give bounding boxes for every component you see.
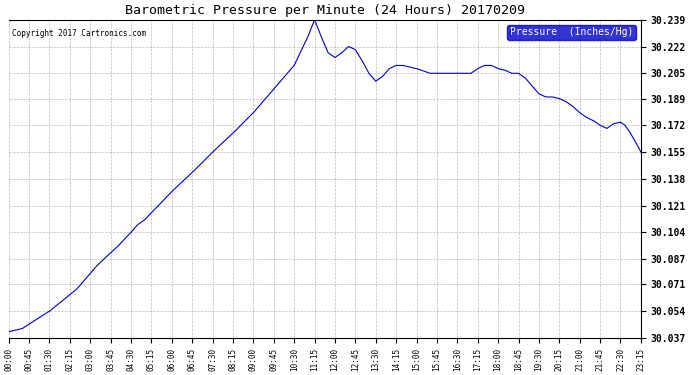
Title: Barometric Pressure per Minute (24 Hours) 20170209: Barometric Pressure per Minute (24 Hours…	[125, 4, 525, 17]
Legend: Pressure  (Inches/Hg): Pressure (Inches/Hg)	[506, 25, 636, 40]
Text: Copyright 2017 Cartronics.com: Copyright 2017 Cartronics.com	[12, 29, 146, 38]
